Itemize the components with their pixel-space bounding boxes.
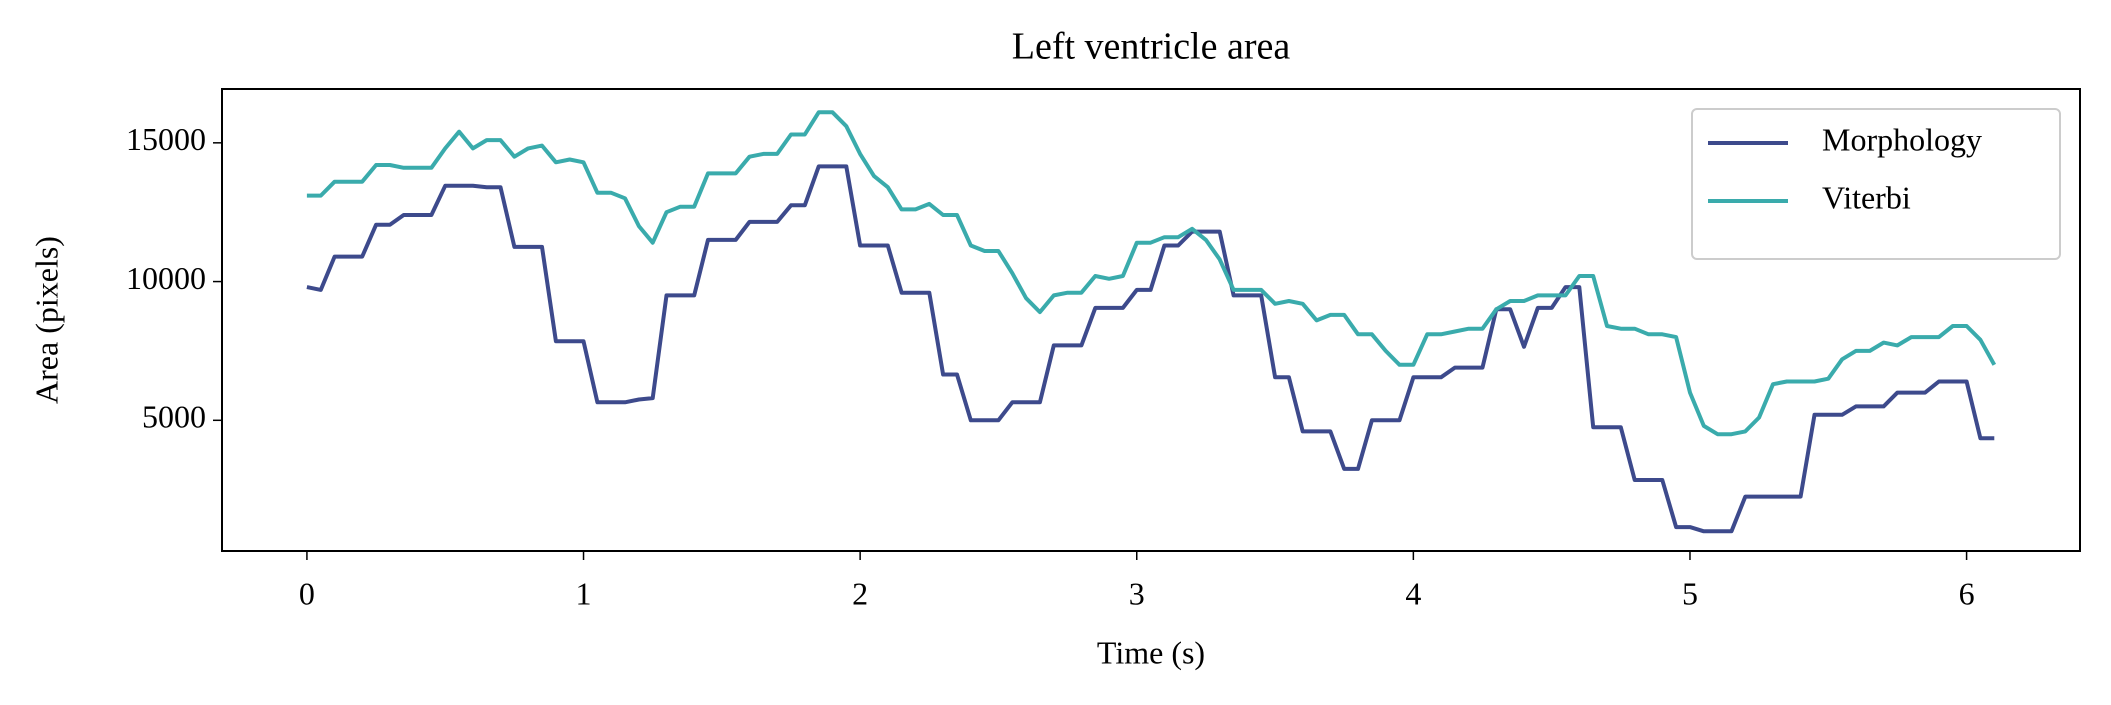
- y-axis-label: Area (pixels): [28, 236, 64, 404]
- x-tick-label: 0: [299, 575, 315, 611]
- plot-frame: [221, 88, 2081, 552]
- chart-title: Left ventricle area: [1012, 26, 1291, 68]
- x-tick-label: 6: [1959, 575, 1975, 611]
- legend-label: Viterbi: [1822, 179, 1911, 215]
- y-tick-label: 15000: [126, 121, 206, 157]
- legend-box: [1691, 108, 2061, 260]
- series-line: [306, 110, 1997, 437]
- x-tick-label: 4: [1405, 575, 1421, 611]
- y-tick-label: 10000: [126, 260, 206, 296]
- x-axis-label: Time (s): [1097, 634, 1205, 670]
- x-tick-label: 5: [1682, 575, 1698, 611]
- legend-label: Morphology: [1822, 121, 1982, 157]
- x-tick-label: 3: [1129, 575, 1145, 611]
- x-tick-label: 2: [852, 575, 868, 611]
- legend: Morphology Viterbi: [1691, 108, 2061, 260]
- y-tick-label: 5000: [142, 399, 206, 435]
- series-line: [306, 164, 1995, 534]
- x-tick-label: 1: [576, 575, 592, 611]
